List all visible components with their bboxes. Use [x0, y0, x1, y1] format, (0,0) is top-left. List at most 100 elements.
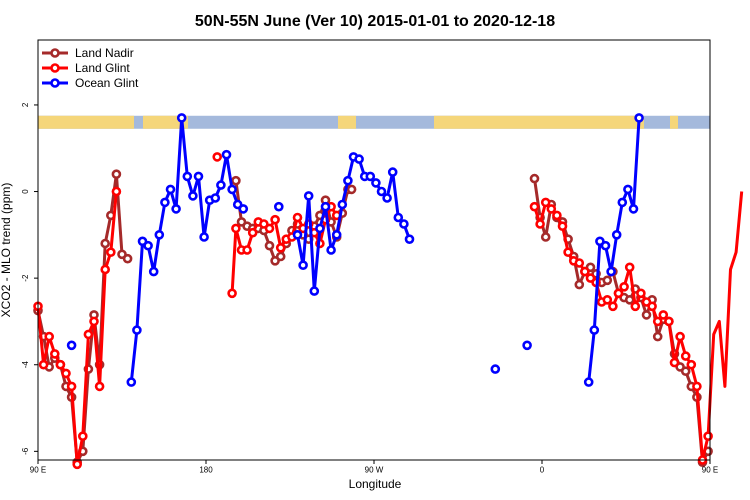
data-point — [611, 230, 622, 240]
data-point — [38, 359, 49, 370]
y-axis: -6 -4 -2 0 2 — [21, 102, 38, 455]
data-point — [393, 212, 404, 223]
data-point — [148, 266, 159, 277]
data-point — [606, 266, 616, 277]
data-point — [686, 359, 697, 370]
data-point — [540, 232, 551, 242]
land-band-segment — [670, 115, 678, 129]
data-point — [574, 258, 585, 268]
data-point — [399, 219, 409, 229]
series-line — [587, 117, 641, 383]
chart-title: 50N-55N June (Ver 10) 2015-01-01 to 2020… — [195, 13, 555, 30]
data-point — [658, 310, 669, 320]
data-point — [552, 210, 562, 221]
data-point — [692, 381, 702, 392]
series-ocean-glint — [66, 113, 644, 387]
data-point — [337, 199, 348, 210]
data-point — [641, 310, 652, 320]
data-point — [227, 288, 237, 299]
data-point — [600, 240, 611, 251]
land-ocean-band — [38, 115, 710, 129]
y-axis-label: XCO2 - MLO trend (ppm) — [0, 183, 13, 318]
data-point — [160, 197, 170, 208]
data-point — [404, 234, 415, 244]
data-point — [298, 260, 308, 271]
data-point — [231, 175, 241, 186]
data-point — [624, 294, 635, 305]
data-point — [563, 247, 573, 257]
data-point — [126, 377, 137, 387]
data-point — [78, 431, 88, 442]
data-point — [83, 329, 94, 340]
data-point — [242, 245, 252, 255]
legend-label: Ocean Glint — [75, 76, 139, 90]
series-land-nadir — [33, 169, 713, 468]
data-point — [171, 204, 181, 214]
data-point — [275, 243, 286, 253]
data-point — [529, 173, 540, 184]
data-point — [346, 184, 357, 195]
data-point — [664, 316, 674, 327]
data-point — [66, 340, 77, 351]
data-point — [326, 245, 336, 255]
data-point — [580, 266, 590, 277]
data-point — [61, 368, 71, 379]
legend-swatch-marker — [50, 78, 60, 88]
data-point — [264, 223, 275, 234]
data-point — [320, 201, 331, 212]
legend-item: Land Glint — [42, 61, 130, 75]
y-tick-label: -2 — [21, 274, 30, 282]
legend-item: Ocean Glint — [42, 76, 139, 90]
data-point — [182, 171, 193, 182]
data-point — [273, 201, 284, 212]
data-point — [238, 204, 249, 214]
data-point — [275, 251, 286, 262]
data-point — [535, 219, 545, 229]
data-point — [227, 184, 237, 195]
data-point — [111, 186, 122, 197]
data-point — [619, 281, 629, 292]
data-point — [264, 240, 275, 251]
data-point — [675, 331, 685, 342]
data-point — [100, 238, 110, 249]
data-point — [703, 431, 713, 442]
data-point — [608, 301, 618, 312]
data-point — [387, 167, 398, 177]
y-tick-label: 2 — [21, 102, 30, 107]
x-tick-label: 0 — [540, 466, 545, 475]
data-point — [309, 286, 320, 296]
data-point — [382, 193, 392, 203]
data-point — [212, 152, 222, 162]
data-point — [188, 191, 198, 201]
legend-swatch-marker — [50, 63, 60, 73]
data-point — [647, 301, 657, 312]
data-point — [154, 230, 165, 240]
data-point — [303, 191, 314, 201]
data-point — [602, 294, 613, 305]
data-point — [365, 171, 376, 182]
x-tick-label: 90 E — [702, 466, 718, 475]
data-point — [376, 186, 387, 197]
data-point — [132, 325, 142, 335]
data-point — [583, 377, 594, 387]
data-point — [680, 366, 691, 377]
data-point — [652, 331, 663, 342]
data-point — [540, 197, 551, 208]
x-axis-label: Longitude — [349, 477, 402, 491]
data-point — [247, 227, 258, 238]
land-band-segment — [143, 115, 188, 129]
data-point — [72, 459, 82, 470]
data-point — [49, 349, 60, 359]
data-point — [602, 275, 613, 286]
data-point — [490, 364, 501, 374]
data-point — [111, 169, 122, 179]
data-point — [165, 184, 176, 195]
data-point — [557, 221, 568, 231]
y-tick-label: 0 — [21, 189, 30, 194]
data-point — [100, 264, 110, 275]
data-point — [106, 247, 116, 257]
data-point — [89, 316, 99, 327]
land-band-segment — [434, 115, 644, 129]
data-point — [292, 230, 303, 240]
